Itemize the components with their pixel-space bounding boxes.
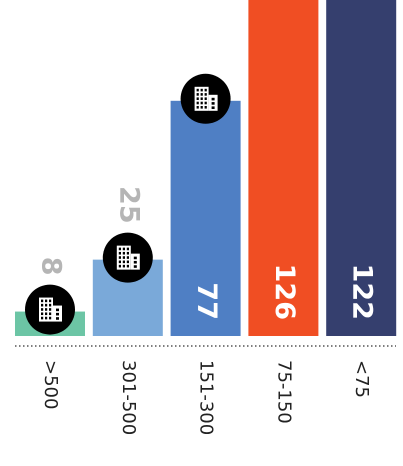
value-label: 126 <box>269 264 300 320</box>
x-tick-label: <75 <box>351 360 372 398</box>
icon-window <box>45 316 48 320</box>
x-tick-label: 301-500 <box>118 360 139 435</box>
icon-window <box>122 247 125 251</box>
icon-window <box>133 265 137 268</box>
icon-window <box>126 256 129 259</box>
icon-window <box>196 88 199 92</box>
building-icon <box>102 232 153 283</box>
icon-window <box>49 303 52 307</box>
building-icon <box>25 284 75 335</box>
value-label: 77 <box>191 282 222 320</box>
icon-window <box>200 106 203 109</box>
building-icon <box>180 73 231 124</box>
bar <box>326 0 397 336</box>
icon-window <box>118 260 121 264</box>
icon-window <box>200 101 203 105</box>
bar <box>248 0 319 337</box>
icon-window <box>41 312 44 316</box>
x-tick-label: 75-150 <box>273 360 294 424</box>
icon-window <box>126 264 129 268</box>
icon-window <box>133 256 137 260</box>
icon-window <box>118 256 121 259</box>
icon-window <box>49 312 52 316</box>
icon-window <box>122 260 125 264</box>
icon-window <box>49 316 52 320</box>
icon-window <box>133 260 137 264</box>
icon-window <box>211 106 215 109</box>
icon-window <box>41 308 44 311</box>
value-label: 122 <box>347 264 378 320</box>
icon-window <box>122 256 125 259</box>
icon-window <box>49 299 52 303</box>
icon-window <box>41 316 44 320</box>
icon-window <box>45 299 48 303</box>
icon-window <box>118 247 121 251</box>
icon-window <box>196 93 199 96</box>
icon-window <box>196 106 199 109</box>
icon-window <box>56 312 59 316</box>
icon-window <box>45 303 48 307</box>
icon-window <box>211 102 215 105</box>
icon-window <box>49 308 52 311</box>
icon-window <box>45 312 48 316</box>
icon-window <box>118 251 121 255</box>
icon-window <box>196 101 199 105</box>
value-label: 25 <box>113 186 144 224</box>
icon-window <box>200 93 203 96</box>
icon-window <box>126 260 129 264</box>
icon-window <box>118 264 121 268</box>
bar <box>170 100 241 336</box>
icon-window <box>204 93 207 96</box>
icon-window <box>126 251 129 255</box>
icon-window <box>122 264 125 268</box>
icon-window <box>204 106 207 109</box>
icon-window <box>122 251 125 255</box>
icon-window <box>204 101 207 105</box>
icon-window <box>204 88 207 92</box>
icon-window <box>126 247 129 251</box>
icon-window <box>211 97 215 101</box>
icon-window <box>196 97 199 100</box>
icon-window <box>204 97 207 100</box>
icon-window <box>45 308 48 311</box>
icon-window <box>56 317 59 320</box>
icon-window <box>41 299 44 303</box>
icon-window <box>41 303 44 307</box>
icon-window <box>200 97 203 100</box>
x-tick-label: 151-300 <box>196 360 217 435</box>
icon-window <box>200 88 203 92</box>
x-tick-label: >500 <box>40 360 61 409</box>
value-label: 8 <box>36 257 67 276</box>
icon-window <box>56 308 59 312</box>
